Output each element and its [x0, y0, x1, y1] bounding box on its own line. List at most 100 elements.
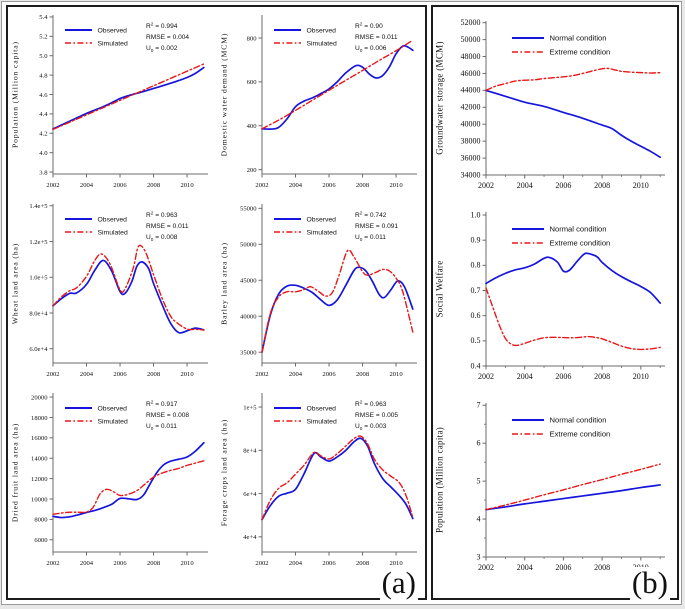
panel-b: 34000 36000 38000 40000 42000 44000 46000 48000…	[431, 5, 679, 600]
y-tick-label: 0.9	[471, 235, 481, 244]
y-tick-label: 400	[246, 123, 257, 130]
x-tick-label: 2004	[288, 182, 302, 189]
y-tick-label: 3	[477, 552, 481, 561]
y-tick-label: 42000	[461, 103, 481, 112]
series-line-extreme-condition	[485, 287, 661, 351]
legend: Normal condition Extreme condition	[512, 34, 610, 57]
y-axis-label: Barley land area (ha)	[219, 242, 228, 325]
axes: 6.0e+4 8.0e+4 1.0e+5 1.2e+5 1.4e+5 2002 2004 20…	[29, 203, 208, 378]
x-tick-label: 2004	[517, 372, 533, 381]
stats-block: R2 = 0.742 RMSE = 0.091 U0 = 0.011	[355, 210, 398, 243]
chart-barley-land-area: 35000 40000 45000 50000 55000 2002 2004 2006 200…	[217, 199, 426, 388]
x-tick-label: 2004	[288, 560, 302, 567]
stat-line: R2 = 0.917	[146, 399, 178, 408]
stats-block: R2 = 0.994 RMSE = 0.004 U0 = 0.002	[146, 21, 189, 54]
legend-label: Simulated	[98, 419, 128, 426]
y-tick-label: 3.8	[39, 169, 48, 176]
series-line-observed	[260, 266, 414, 354]
chart-dried-fruit-land-area: 6000 8000 10000 12000 14000 16000 18000 20000 20…	[8, 388, 217, 577]
x-tick-label: 2002	[478, 372, 494, 381]
y-tick-label: 5.4	[39, 14, 48, 21]
stat-line: RMSE = 0.005	[355, 412, 398, 419]
stat-line: R2 = 0.963	[146, 210, 178, 219]
y-tick-label: 0.7	[471, 286, 481, 295]
x-tick-label: 2004	[80, 560, 94, 567]
series-line-observed	[52, 259, 205, 334]
x-tick-label: 2002	[478, 181, 494, 190]
series-line-simulated	[52, 244, 205, 331]
x-tick-label: 2006	[555, 563, 571, 572]
y-tick-label: 5.2	[39, 34, 47, 41]
x-tick-label: 2004	[80, 371, 94, 378]
y-tick-label: 8000	[34, 517, 48, 524]
y-tick-label: 14000	[31, 456, 48, 463]
chart-domestic-water-demand: 200 400 600 800 2002 2004 2006 2008 2010 Domestic…	[217, 10, 426, 199]
series-line-simulated	[260, 249, 414, 353]
chart-population-b: 3456720022004200620082010Population (Mil…	[433, 394, 677, 585]
axes: 3456720022004200620082010	[477, 401, 665, 572]
x-tick-label: 2002	[255, 371, 268, 378]
x-tick-label: 2004	[517, 181, 533, 190]
y-tick-label: 50000	[461, 35, 481, 44]
x-tick-label: 2008	[594, 372, 610, 381]
legend-label: Simulated	[306, 41, 336, 48]
x-tick-label: 2010	[633, 181, 649, 190]
stat-line: RMSE = 0.091	[355, 223, 398, 230]
y-tick-label: 5.0	[39, 53, 48, 60]
legend: Normal condition Extreme condition	[512, 225, 610, 248]
legend-label: Normal condition	[550, 225, 607, 234]
y-tick-label: 44000	[461, 86, 481, 95]
x-tick-label: 2010	[389, 371, 403, 378]
stats-block: R2 = 0.963 RMSE = 0.005 U0 = 0.003	[355, 399, 398, 432]
series-line-extreme-condition	[485, 463, 661, 511]
y-tick-label: 6.0e+4	[29, 346, 48, 353]
x-tick-label: 2004	[80, 182, 94, 189]
chart-groundwater-storage: 34000 36000 38000 40000 42000 44000 46000 48000…	[433, 12, 677, 203]
chart-svg-population-b: 3456720022004200620082010Population (Mil…	[435, 401, 665, 572]
series-line-observed	[260, 44, 414, 130]
series-line-normal-condition	[485, 484, 662, 511]
stat-line: U0 = 0.002	[146, 45, 178, 54]
legend: Normal condition Extreme condition	[512, 416, 610, 439]
stat-line: U0 = 0.003	[355, 423, 387, 432]
stats-block: R2 = 0.917 RMSE = 0.008 U0 = 0.011	[146, 399, 189, 432]
stats-block: R2 = 0.90 RMSE = 0.011 U0 = 0.006	[355, 21, 398, 54]
panel-a-chart-grid: 3.8 4.0 4.2 4.4 4.6 4.8 5.0 5.2 5.4 2002 2004 2006 2…	[8, 7, 425, 577]
y-tick-label: 12000	[31, 476, 48, 483]
legend-label: Simulated	[98, 230, 128, 237]
axes: 34000 36000 38000 40000 42000 44000 46000 48000…	[461, 18, 665, 190]
axes: 200 400 600 800 2002 2004 2006 2008 2010	[246, 15, 417, 189]
y-tick-label: 6	[477, 439, 481, 448]
x-tick-label: 2006	[555, 181, 571, 190]
x-tick-label: 2008	[355, 560, 369, 567]
y-tick-label: 0.8	[471, 261, 481, 270]
y-axis-label: Population (Million capita)	[11, 41, 20, 148]
y-tick-label: 18000	[31, 415, 48, 422]
x-tick-label: 2010	[180, 560, 194, 567]
legend: Observed Simulated	[65, 217, 128, 237]
x-tick-label: 2010	[180, 371, 194, 378]
panel-b-chart-stack: 34000 36000 38000 40000 42000 44000 46000 48000…	[433, 7, 677, 585]
x-tick-label: 2006	[113, 371, 127, 378]
x-tick-label: 2008	[355, 182, 369, 189]
stat-line: U0 = 0.008	[146, 234, 178, 243]
x-tick-label: 2008	[147, 182, 161, 189]
chart-svg-wheat-land-area: 6.0e+4 8.0e+4 1.0e+5 1.2e+5 1.4e+5 2002 2004 20…	[11, 203, 208, 378]
series-line-observed	[260, 437, 414, 521]
y-tick-label: 35000	[240, 350, 257, 357]
chart-forage-crops-land-area: 4e+4 6e+4 8e+4 1e+5 2002 2004 2006 2008 2010 Fora…	[217, 388, 426, 577]
stat-line: R2 = 0.90	[355, 21, 383, 30]
legend-label: Observed	[306, 406, 336, 413]
y-tick-label: 52000	[461, 18, 481, 27]
series-line-extreme-condition	[485, 67, 661, 92]
y-tick-label: 4.8	[39, 72, 48, 79]
series-line-normal-condition	[485, 252, 662, 304]
y-tick-label: 4.0	[39, 150, 48, 157]
x-tick-label: 2006	[113, 560, 127, 567]
legend-label: Normal condition	[550, 34, 607, 43]
chart-svg-dried-fruit-land-area: 6000 8000 10000 12000 14000 16000 18000 20000 20…	[11, 393, 208, 567]
chart-svg-population-a: 3.8 4.0 4.2 4.4 4.6 4.8 5.0 5.2 5.4 2002 2004 2006 2…	[11, 14, 208, 189]
x-tick-label: 2010	[633, 372, 649, 381]
panel-a-label: (a)	[379, 565, 418, 601]
